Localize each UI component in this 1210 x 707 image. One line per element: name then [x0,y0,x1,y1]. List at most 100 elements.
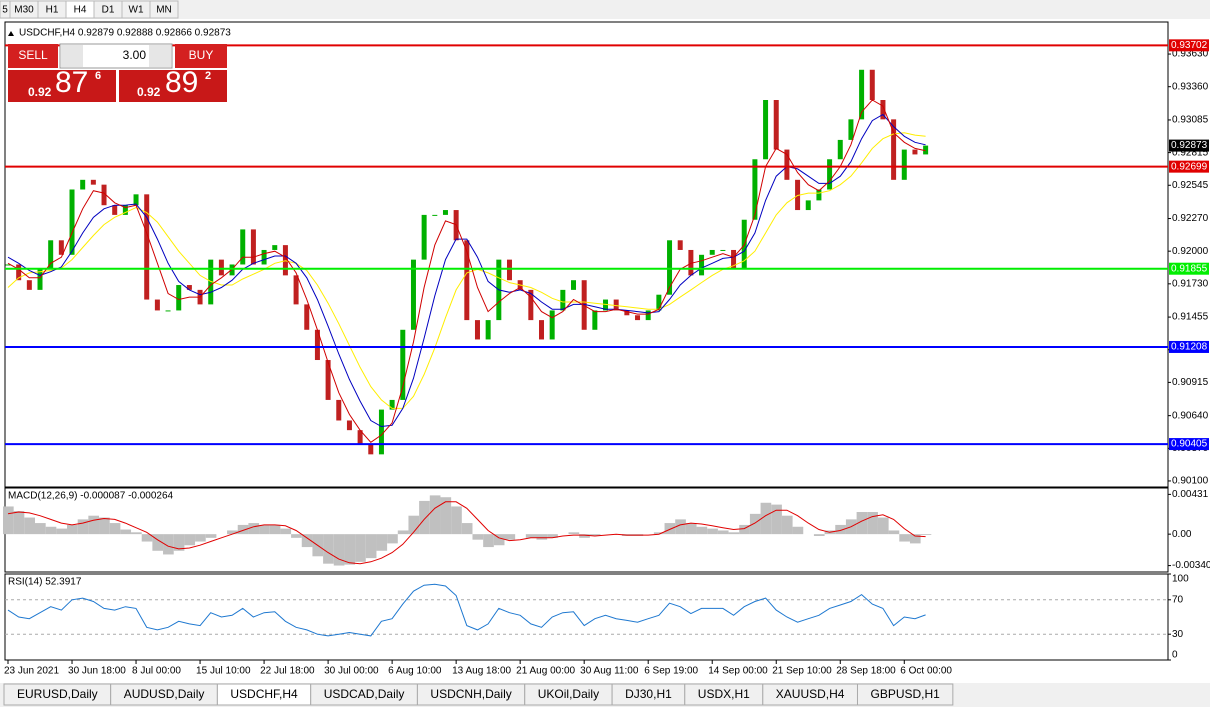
candle [880,100,886,120]
sell-label[interactable]: SELL [18,48,48,62]
symbol-tab-label[interactable]: USDCHF,H4 [230,687,298,701]
macd-bar [589,534,601,536]
candle [549,310,555,340]
timeframe-label[interactable]: M30 [14,5,34,16]
candle [240,229,246,265]
bid-big: 87 [55,66,88,99]
symbol-tab-label[interactable]: USDCAD,Daily [324,687,405,701]
candle [795,179,801,211]
macd-bar [120,529,132,535]
timeframe-label[interactable]: 5 [2,5,8,16]
macd-bar [675,519,686,535]
macd-bar [99,517,110,535]
macd-bar [109,523,121,535]
level-label: 0.91855 [1171,263,1208,274]
lots-down[interactable] [61,45,83,67]
candle [378,409,384,455]
candle [69,189,75,255]
candle [293,275,299,305]
candle [304,304,310,330]
macd-bar [813,534,825,536]
macd-bar [419,500,430,535]
symbol-tab-label[interactable]: GBPUSD,H1 [870,687,940,701]
candle [357,430,363,445]
ask-prefix: 0.92 [137,85,161,99]
macd-bar [333,534,345,566]
moving-average [7,132,926,409]
candle [709,249,715,255]
x-tick-label: 6 Sep 19:00 [644,666,698,677]
macd-bar [13,511,25,535]
macd-bar [56,528,68,535]
collapse-icon[interactable] [8,31,14,36]
candle [421,214,427,260]
symbol-tab-label[interactable]: EURUSD,Daily [17,687,98,701]
candle [837,139,843,160]
macd-bar [792,526,804,535]
candle [848,119,854,140]
candle [368,444,374,455]
overlay: USDCHF,H4 0.92879 0.92888 0.92866 0.9287… [8,28,231,588]
lots-value[interactable]: 3.00 [123,48,147,62]
macd-bar [141,534,153,542]
candle [859,69,865,120]
timeframe-label[interactable]: H1 [46,5,59,16]
candle [282,245,288,276]
symbol-tab-label[interactable]: UKOil,Daily [538,687,599,701]
macd-bar [35,523,46,535]
symbol-tab-label[interactable]: USDCNH,Daily [430,687,511,701]
timeframe-label[interactable]: W1 [129,5,144,16]
buy-label[interactable]: BUY [189,48,214,62]
symbol-tab-label[interactable]: DJ30,H1 [625,687,672,701]
timeframe-button[interactable] [149,0,179,19]
macd-bar [365,534,377,559]
symbol-tab-label[interactable]: XAUUSD,H4 [776,687,845,701]
symbol-tab[interactable] [856,683,954,706]
candle [784,149,790,180]
candle [731,249,737,270]
macd-bar [877,517,889,535]
y-tick-label: -0.003405 [1172,560,1210,571]
candle [869,69,875,101]
bid-box[interactable] [8,70,116,102]
macd-bar [440,497,452,535]
y-tick-label: 0.92545 [1172,180,1209,191]
macd-bar [472,534,484,540]
timeframe-label[interactable]: MN [156,5,172,16]
y-tick-label: 0.90100 [1172,476,1209,487]
current-price-tag [1169,139,1209,152]
candle [261,249,267,265]
macd-bar [301,534,313,548]
candle [90,179,96,185]
candle [176,285,182,311]
lots-up[interactable] [149,45,171,67]
candle [635,315,641,321]
symbol-tab-label[interactable]: AUDUSD,Daily [124,687,205,701]
macd-bar [397,530,409,535]
candle [901,149,907,180]
macd-bar [696,526,708,535]
candle [485,320,491,340]
ask-box[interactable] [119,70,227,102]
y-tick-label: 0.92000 [1172,246,1209,257]
macd-bar [259,524,270,535]
sell-button[interactable] [8,44,58,68]
candle [186,285,192,290]
timeframe-label[interactable]: H4 [74,5,87,16]
macd-bar [429,495,441,535]
rsi-title: RSI(14) 52.3917 [8,577,82,588]
candle [752,159,758,220]
y-tick-label: 70 [1172,594,1184,605]
candle [560,289,566,311]
symbol-tab-label[interactable]: USDX,H1 [698,687,750,701]
candle [539,320,544,340]
candle [154,299,160,311]
buy-button[interactable] [175,44,227,68]
timeframe-label[interactable]: D1 [102,5,115,16]
y-tick-label: 0.90915 [1172,377,1209,388]
macd-bar [280,528,292,535]
candle [688,249,694,276]
y-tick-label: 0.91455 [1172,312,1209,323]
macd-bar [173,534,185,551]
